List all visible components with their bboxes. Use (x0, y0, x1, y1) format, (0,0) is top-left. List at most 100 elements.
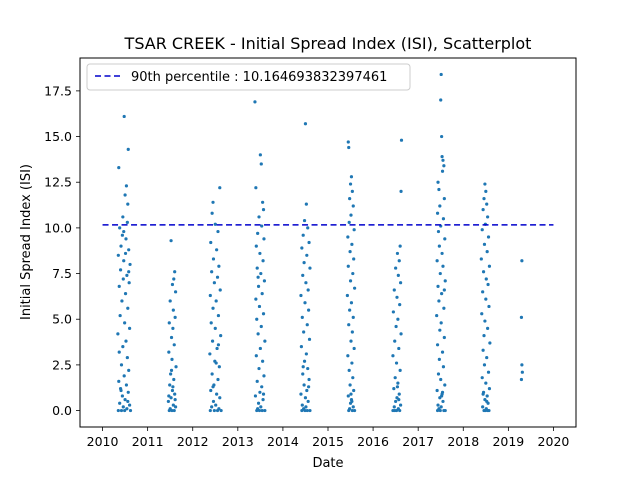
data-point (208, 408, 212, 413)
data-point (349, 301, 354, 305)
data-point (437, 299, 441, 303)
data-point (219, 408, 223, 413)
data-point (217, 365, 221, 369)
data-point (256, 284, 261, 288)
data-point (258, 346, 262, 351)
data-point (254, 244, 258, 248)
data-point (126, 147, 130, 151)
data-point (116, 332, 120, 336)
data-point (126, 390, 130, 394)
data-point (128, 262, 132, 267)
data-point (255, 408, 259, 413)
data-point (484, 277, 488, 281)
data-point (119, 388, 123, 393)
data-point (210, 372, 214, 376)
data-point (211, 257, 216, 261)
data-point (261, 259, 265, 263)
data-point (438, 408, 442, 413)
data-point (299, 293, 303, 298)
data-point (486, 370, 491, 374)
data-point (307, 308, 311, 312)
data-point (167, 321, 171, 325)
data-point (438, 204, 442, 208)
legend: 90th percentile : 10.164693832397461 (86, 63, 411, 91)
data-point (349, 175, 354, 179)
data-point (125, 355, 129, 360)
data-point (215, 248, 219, 252)
data-point (257, 408, 262, 413)
data-point (166, 399, 170, 404)
plot-frame (79, 57, 577, 428)
data-point (391, 354, 395, 358)
data-point (436, 180, 440, 184)
data-point (392, 405, 396, 409)
data-point (480, 228, 484, 232)
data-point (169, 335, 174, 340)
data-point (348, 182, 353, 186)
data-point (440, 251, 444, 256)
data-point (345, 293, 349, 298)
data-point (173, 392, 177, 396)
data-point (120, 299, 124, 303)
data-point (118, 268, 123, 272)
data-point (261, 392, 266, 396)
data-point (440, 390, 445, 394)
x-tick-label: 2013 (222, 434, 254, 449)
data-point (484, 189, 488, 193)
data-point (173, 290, 178, 294)
data-point (173, 405, 178, 409)
x-tick-label: 2015 (312, 434, 344, 449)
data-point (217, 264, 221, 268)
data-point (119, 363, 124, 367)
data-point (299, 392, 303, 396)
data-point (117, 379, 121, 383)
data-point (124, 237, 128, 241)
data-point (435, 211, 440, 215)
data-point (304, 281, 308, 285)
data-point (117, 166, 121, 170)
y-tick-label: 15.0 (44, 129, 72, 144)
data-point (397, 398, 401, 402)
data-point (348, 250, 352, 254)
data-point (211, 385, 215, 389)
data-point (302, 260, 306, 265)
data-point (215, 346, 219, 351)
data-point (253, 394, 257, 398)
data-point (125, 273, 129, 277)
data-point (127, 248, 131, 252)
data-point (254, 297, 258, 301)
data-point (172, 277, 176, 281)
data-point (438, 271, 442, 276)
data-point (396, 273, 400, 277)
data-point (215, 408, 220, 413)
data-point (398, 303, 402, 307)
data-point (258, 251, 262, 256)
data-point (482, 363, 487, 367)
data-point (218, 396, 222, 400)
data-point (256, 275, 260, 279)
data-point (486, 408, 490, 413)
data-point (259, 324, 263, 329)
data-point (352, 257, 356, 261)
data-point (484, 381, 488, 385)
data-point (118, 226, 122, 230)
data-point (126, 306, 130, 310)
data-point (209, 388, 213, 393)
data-point (216, 343, 221, 347)
data-point (208, 293, 212, 298)
data-point (260, 224, 264, 228)
data-point (128, 326, 132, 330)
data-point (117, 350, 121, 354)
y-tick-label: 7.5 (52, 266, 72, 281)
data-point (435, 343, 440, 347)
data-point (486, 326, 490, 330)
data-point (394, 361, 399, 365)
data-point (393, 376, 397, 380)
data-point (303, 122, 308, 126)
data-point (128, 408, 133, 413)
data-point (440, 292, 444, 296)
data-point (346, 394, 350, 398)
data-point (169, 396, 173, 400)
y-tick-label: 17.5 (44, 83, 72, 98)
